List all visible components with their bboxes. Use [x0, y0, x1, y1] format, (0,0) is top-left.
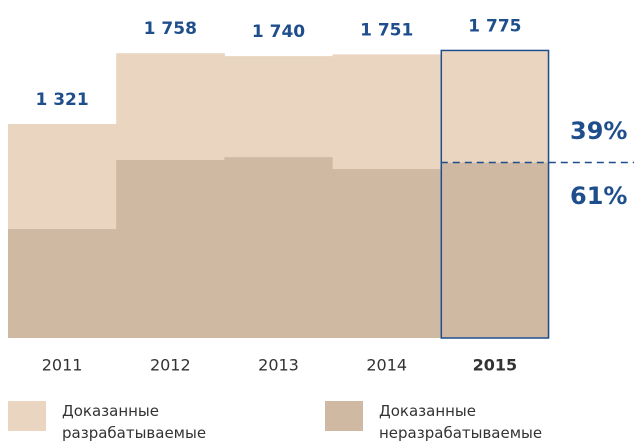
bar-segment: [8, 123, 117, 229]
legend-label: Доказанные неразрабатываемые: [379, 402, 542, 442]
bar-segment: [332, 54, 442, 170]
x-tick-label: 2014: [366, 356, 407, 375]
share-annotation: 61%: [570, 182, 627, 210]
x-tick-label: 2015: [473, 356, 518, 375]
total-label: 1 758: [144, 19, 197, 39]
bar-segment: [116, 159, 225, 338]
x-tick-label: 2011: [42, 356, 83, 375]
x-tick-label: 2012: [150, 356, 191, 375]
total-label: 1 751: [360, 20, 413, 40]
legend-swatch: [8, 401, 46, 431]
total-label: 1 321: [35, 90, 88, 110]
bar-segment: [440, 162, 550, 338]
bar-segment: [332, 169, 442, 338]
bar-segment: [224, 157, 334, 338]
share-annotation: 39%: [570, 117, 627, 145]
total-label: 1 775: [468, 16, 521, 36]
bar-segment: [8, 228, 117, 338]
bar-segment: [224, 56, 334, 158]
highlight-frame: [440, 49, 550, 339]
total-label: 1 740: [252, 22, 305, 42]
legend-label: Доказанные разрабатываемые: [62, 402, 206, 442]
legend-swatch: [325, 401, 363, 431]
bar-segment: [116, 53, 225, 160]
bar-segment: [440, 50, 550, 163]
x-tick-label: 2013: [258, 356, 299, 375]
